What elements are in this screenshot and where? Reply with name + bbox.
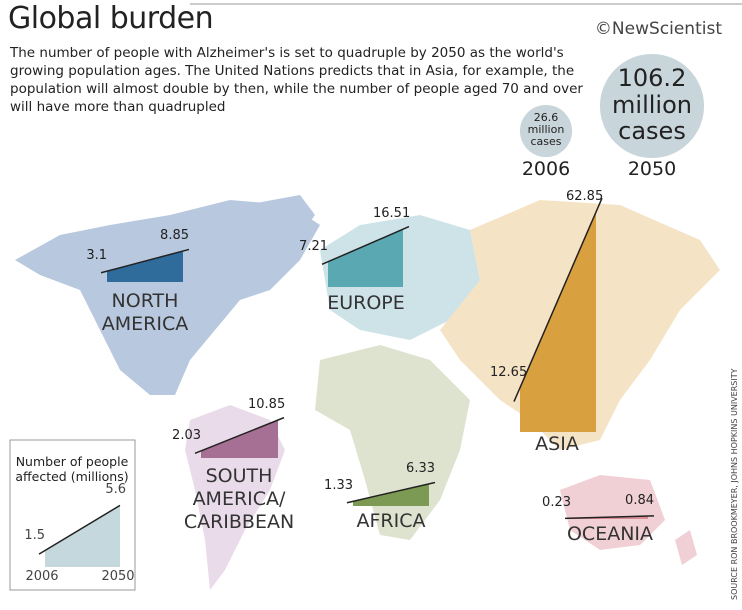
- bubble: [519, 104, 573, 158]
- logo: ©NewScientist: [594, 19, 722, 39]
- value-label: 0.23: [542, 495, 571, 511]
- slope-area: [328, 229, 403, 287]
- value-label: 1.33: [324, 478, 353, 494]
- slope-area: [201, 420, 278, 458]
- slope-line: [100, 248, 190, 274]
- new-zealand: [675, 530, 697, 565]
- bubble-label: 26.6 million cases: [527, 111, 565, 149]
- slope-line: [346, 481, 436, 504]
- value-label: 1.5: [24, 527, 45, 543]
- slope-area: [353, 483, 429, 506]
- africa: [315, 345, 470, 540]
- x-tick-label: 2006: [25, 569, 59, 584]
- slope-area: [520, 212, 596, 432]
- value-label: 12.65: [490, 364, 528, 380]
- slope-area: [107, 251, 183, 282]
- greenland: [245, 195, 315, 260]
- region-title: OCEANIA: [566, 523, 654, 545]
- value-label: 62.85: [566, 189, 604, 205]
- australia: [560, 475, 665, 550]
- value-label: 3.1: [86, 248, 107, 264]
- value-label: 5.6: [105, 482, 126, 498]
- slope-line: [564, 515, 655, 520]
- region-title: NORTH AMERICA: [101, 290, 189, 335]
- description: The number of people with Alzheimer's is…: [10, 45, 583, 115]
- region-title: AFRICA: [356, 510, 426, 532]
- slope-line: [38, 504, 121, 555]
- value-label: 2.03: [172, 427, 201, 443]
- year-label: 2050: [627, 158, 677, 180]
- region-title: EUROPE: [327, 292, 405, 314]
- region-title: SOUTH AMERICA/ CARIBBEAN: [183, 465, 295, 533]
- value-label: 16.51: [373, 206, 411, 222]
- slope-line: [321, 225, 410, 266]
- source: SOURCE RON BROOKMEYER, JOHNS HOPKINS UNI…: [730, 368, 739, 600]
- region-title: ASIA: [535, 433, 579, 455]
- slope-line: [194, 416, 285, 454]
- value-label: 10.85: [248, 397, 286, 413]
- slope-line: [513, 197, 603, 402]
- year-label: 2006: [521, 158, 571, 180]
- bubble: [599, 53, 705, 159]
- value-label: 8.85: [160, 228, 189, 244]
- value-label: 0.84: [625, 493, 654, 509]
- north-america: [15, 200, 320, 395]
- bubble-label: 106.2 million cases: [612, 64, 692, 145]
- value-label: 6.33: [406, 460, 435, 476]
- value-label: 7.21: [299, 238, 328, 254]
- title: Global burden: [8, 1, 214, 36]
- x-tick-label: 2050: [101, 569, 135, 584]
- slope-area: [45, 505, 120, 567]
- legend-title: Number of people affected (millions): [15, 454, 129, 484]
